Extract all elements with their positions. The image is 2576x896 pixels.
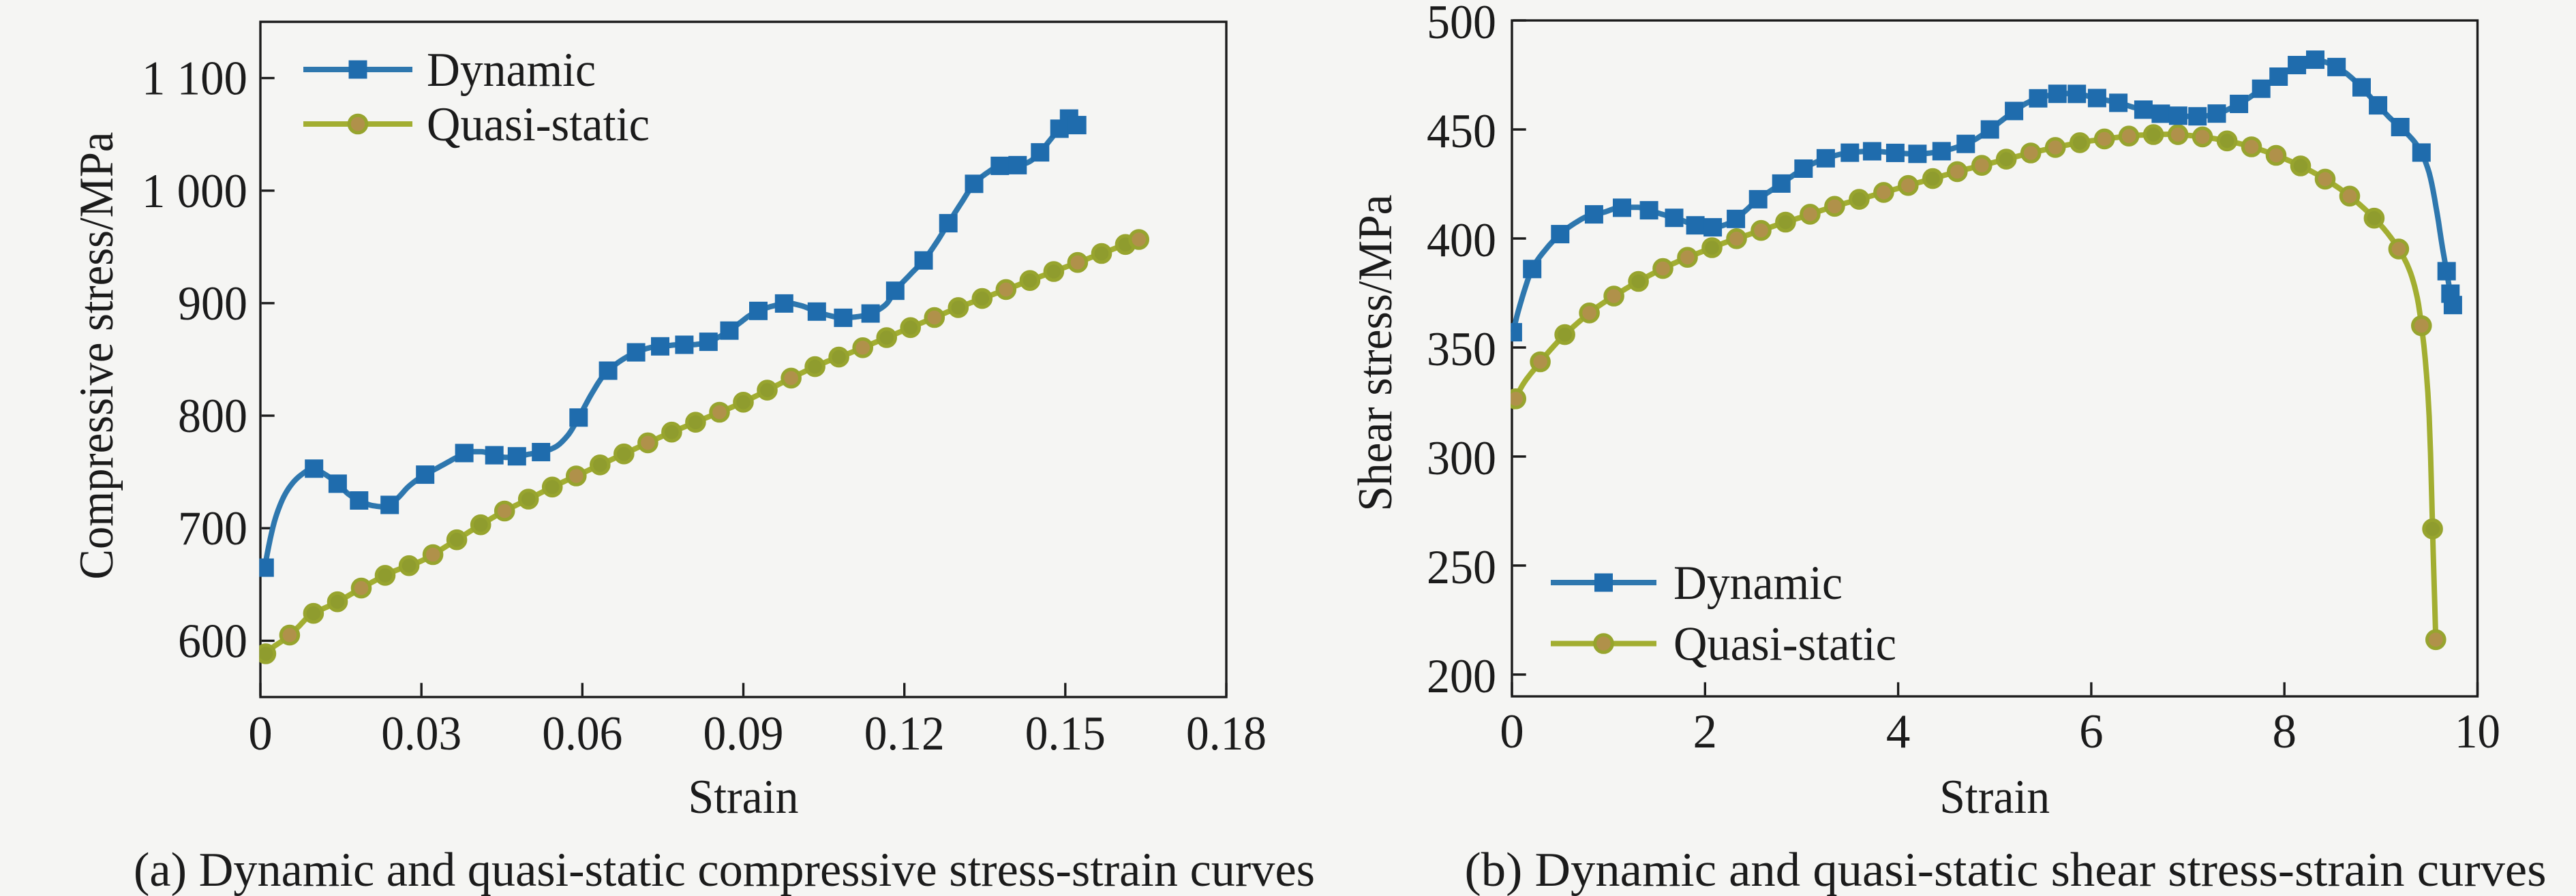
svg-text:Compressive stress/MPa: Compressive stress/MPa (70, 132, 123, 580)
svg-text:Quasi-static: Quasi-static (1673, 618, 1896, 671)
svg-text:4: 4 (1886, 705, 1911, 758)
svg-text:800: 800 (178, 390, 247, 443)
svg-text:(a) Dynamic and quasi-static c: (a) Dynamic and quasi-static compressive… (134, 844, 1315, 896)
svg-text:1 100: 1 100 (142, 52, 247, 106)
svg-text:10: 10 (2455, 705, 2500, 758)
svg-text:Strain: Strain (1939, 771, 2050, 824)
svg-text:0.12: 0.12 (864, 707, 945, 760)
svg-text:2: 2 (1693, 705, 1718, 758)
svg-text:6: 6 (2079, 705, 2104, 758)
svg-text:Quasi-static: Quasi-static (427, 98, 650, 151)
svg-text:0.15: 0.15 (1025, 707, 1106, 760)
svg-text:300: 300 (1427, 432, 1496, 485)
svg-text:Strain: Strain (688, 771, 799, 824)
svg-text:600: 600 (178, 615, 247, 668)
svg-text:0.18: 0.18 (1186, 707, 1267, 760)
svg-text:0.09: 0.09 (703, 707, 784, 760)
svg-text:250: 250 (1427, 541, 1496, 594)
svg-text:700: 700 (178, 502, 247, 555)
svg-text:450: 450 (1427, 105, 1496, 158)
svg-text:Dynamic: Dynamic (427, 44, 596, 97)
svg-text:0: 0 (248, 707, 273, 760)
svg-text:8: 8 (2272, 705, 2297, 758)
svg-text:350: 350 (1427, 323, 1496, 376)
svg-text:900: 900 (178, 277, 247, 330)
svg-text:0.03: 0.03 (381, 707, 461, 760)
svg-text:0: 0 (1500, 705, 1524, 758)
svg-text:Dynamic: Dynamic (1673, 557, 1843, 610)
svg-text:0.06: 0.06 (542, 707, 622, 760)
svg-text:Shear stress/MPa: Shear stress/MPa (1349, 195, 1402, 512)
svg-text:1 000: 1 000 (142, 165, 247, 218)
svg-text:(b) Dynamic and quasi-static s: (b) Dynamic and quasi-static shear stres… (1465, 844, 2547, 896)
svg-text:200: 200 (1427, 650, 1496, 703)
svg-text:400: 400 (1427, 214, 1496, 267)
svg-text:500: 500 (1427, 0, 1496, 49)
